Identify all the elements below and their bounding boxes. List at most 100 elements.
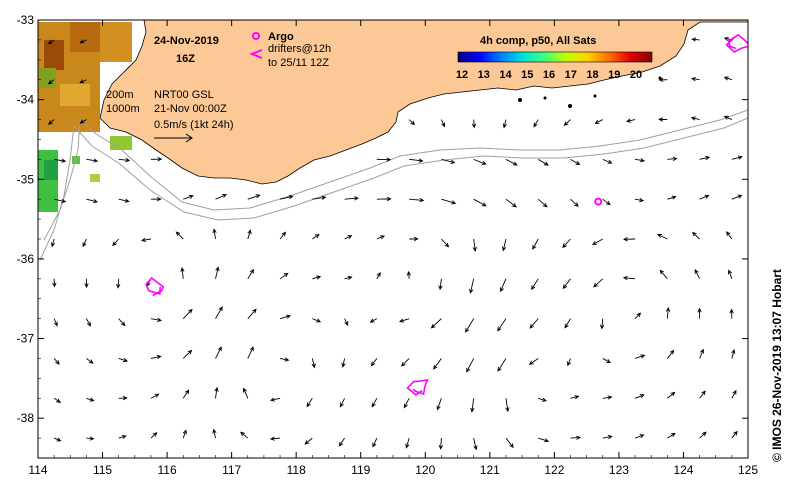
current-arrow <box>150 432 158 439</box>
current-arrow <box>50 238 56 248</box>
isobath-200-label: 200m <box>106 89 134 101</box>
current-arrow <box>376 196 392 202</box>
x-tick-label: 115 <box>93 463 112 477</box>
current-arrow <box>376 235 386 240</box>
y-tick-label: -35 <box>17 172 35 186</box>
current-vector-field <box>47 36 743 451</box>
current-arrow <box>659 269 668 280</box>
current-arrow <box>438 438 444 450</box>
current-arrow <box>699 348 704 359</box>
current-arrow <box>658 77 668 83</box>
current-arrow <box>86 397 95 402</box>
current-arrow <box>634 354 646 359</box>
current-arrow <box>118 434 127 440</box>
current-arrow <box>731 155 743 160</box>
current-arrow <box>312 195 327 200</box>
current-arrow <box>469 278 475 294</box>
current-arrow <box>150 393 160 399</box>
current-arrow <box>409 198 425 203</box>
current-arrow <box>731 430 738 439</box>
current-arrow <box>79 119 87 124</box>
current-arrow <box>150 157 163 162</box>
current-arrow <box>505 398 510 413</box>
current-arrow <box>592 238 603 246</box>
current-arrow <box>48 119 55 125</box>
current-arrow <box>140 237 152 243</box>
current-arrow <box>699 194 710 200</box>
colorbar-tick-label: 20 <box>630 69 642 81</box>
island <box>543 96 547 100</box>
current-arrow <box>86 198 99 204</box>
current-arrow <box>371 398 378 408</box>
island <box>568 104 572 108</box>
current-arrow <box>344 235 353 240</box>
current-arrow <box>602 198 611 206</box>
current-arrow <box>699 155 711 161</box>
current-arrow <box>634 158 646 163</box>
current-arrow <box>214 386 219 399</box>
current-arrow <box>593 278 604 288</box>
y-tick-label: -36 <box>17 252 35 266</box>
current-arrow <box>634 434 645 439</box>
current-arrow <box>729 308 734 319</box>
current-arrow <box>269 397 281 402</box>
current-arrow <box>666 349 675 359</box>
current-arrow <box>408 119 416 126</box>
current-arrow <box>247 346 254 359</box>
current-arrow <box>538 437 550 443</box>
current-arrow <box>84 278 89 289</box>
current-arrow <box>118 357 129 363</box>
current-arrow <box>602 434 613 440</box>
current-arrow <box>86 158 99 163</box>
current-arrow <box>690 76 700 82</box>
drifter-symbol-icon <box>249 49 263 59</box>
speed-scale-label: 0.5m/s (1kt 24h) <box>154 119 233 131</box>
current-arrow <box>634 394 645 399</box>
x-tick-label: 116 <box>158 463 177 477</box>
current-arrow <box>528 358 539 365</box>
current-arrow <box>602 158 613 164</box>
current-arrow <box>279 272 289 280</box>
drifters-legend-label: drifters@12h <box>268 43 331 55</box>
current-arrow <box>473 198 487 207</box>
x-axis: 114 115 116 117 118 119 120 121 122 123 124 125 <box>28 20 758 477</box>
current-arrow <box>505 158 518 166</box>
y-tick-label: -37 <box>17 332 35 346</box>
x-tick-label: 121 <box>480 463 500 477</box>
current-arrow <box>473 437 478 451</box>
colorbar-tick-label: 18 <box>586 69 598 81</box>
current-arrow <box>440 119 446 128</box>
current-arrow <box>731 194 743 200</box>
current-arrow <box>279 357 290 362</box>
current-arrow <box>344 275 353 281</box>
current-arrow <box>570 395 580 400</box>
y-tick-label: -34 <box>17 93 35 107</box>
current-arrow <box>690 116 700 121</box>
sst-patch <box>38 22 132 212</box>
current-arrow <box>376 157 392 162</box>
current-arrow <box>436 398 442 411</box>
current-arrow <box>180 266 185 279</box>
current-arrow <box>182 389 190 399</box>
current-arrow <box>53 318 58 327</box>
x-tick-label: 114 <box>28 463 47 477</box>
current-arrow <box>312 318 322 323</box>
current-arrow <box>112 238 120 247</box>
current-arrow <box>622 237 636 242</box>
island <box>518 98 522 102</box>
current-arrow <box>403 398 410 409</box>
current-arrow <box>118 395 128 401</box>
current-arrow <box>502 119 507 129</box>
current-arrow <box>398 318 410 323</box>
drifter-track <box>145 276 165 297</box>
current-arrow <box>657 234 668 240</box>
current-arrow <box>470 398 475 413</box>
colorbar-tick-label: 14 <box>499 69 512 81</box>
current-arrow <box>570 435 582 440</box>
current-arrow <box>667 156 678 161</box>
colorbar-tick-label: 16 <box>543 69 555 81</box>
current-arrow <box>150 354 162 360</box>
colorbar-ticks: 12 13 14 15 16 17 18 19 20 <box>456 69 642 81</box>
current-arrow <box>430 318 442 329</box>
